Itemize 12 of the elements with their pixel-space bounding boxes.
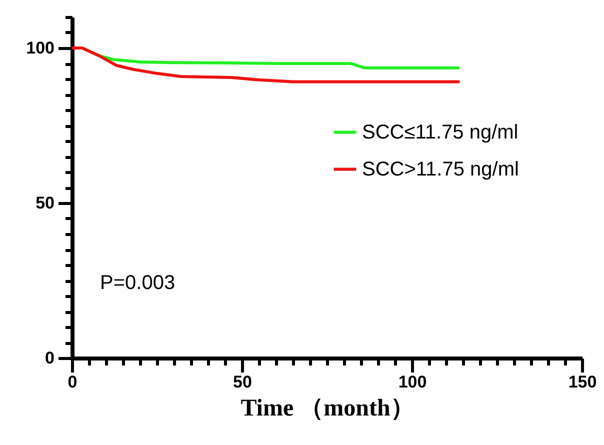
x-tick-label: 50 (233, 372, 252, 392)
legend-label: SCC≤11.75 ng/ml (362, 121, 518, 144)
y-tick-label: 50 (36, 194, 54, 212)
x-tick-label: 100 (398, 372, 427, 392)
x-tick-label: 150 (568, 372, 597, 392)
legend-label: SCC>11.75 ng/ml (362, 158, 519, 180)
x-tick-label: 0 (68, 372, 78, 392)
x-axis-title: Time （month） (240, 396, 414, 422)
annotation: P=0.003 (100, 272, 176, 294)
y-tick-label: 100 (26, 38, 54, 58)
line-series (70, 46, 462, 84)
y-tick-label: 0 (45, 348, 54, 368)
